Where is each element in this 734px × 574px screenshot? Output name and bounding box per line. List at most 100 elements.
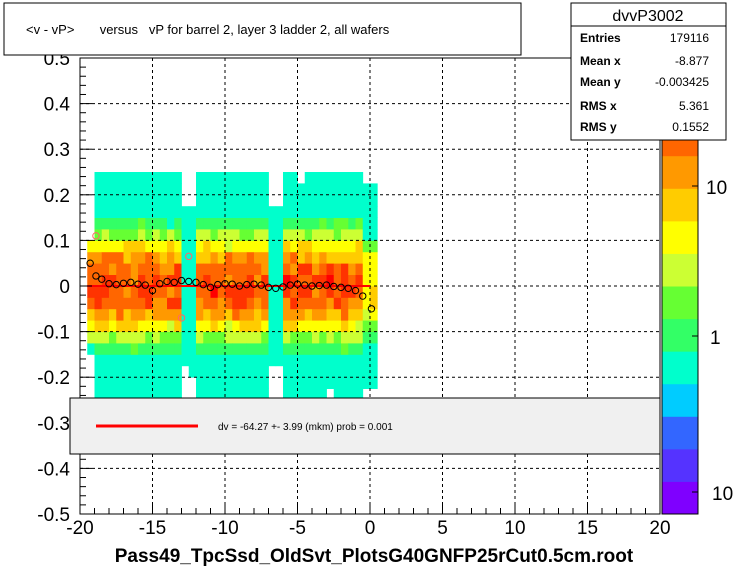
- heatmap-cell: [167, 194, 175, 207]
- heatmap-cell: [268, 263, 277, 275]
- heatmap-cell: [312, 365, 320, 378]
- heatmap-cell: [116, 251, 124, 264]
- profile-point: [301, 281, 309, 289]
- heatmap-cell: [326, 263, 335, 275]
- heatmap-cell: [355, 263, 364, 275]
- heatmap-cell: [138, 343, 146, 355]
- heatmap-cell: [297, 251, 306, 264]
- heatmap-cell: [196, 172, 204, 184]
- fit-legend-label: dv = -64.27 +- 3.99 (mkm) prob = 0.001: [218, 422, 393, 433]
- heatmap-cell: [87, 331, 95, 344]
- heatmap-cell: [116, 217, 124, 230]
- heatmap-cell: [261, 229, 269, 241]
- heatmap-cell: [333, 377, 342, 389]
- heatmap-cell: [362, 343, 371, 355]
- heatmap-cell: [167, 206, 175, 218]
- heatmap-cell: [116, 308, 124, 321]
- heatmap-cell: [370, 377, 378, 389]
- heatmap-cell: [297, 274, 306, 287]
- heatmap-cell: [210, 286, 219, 298]
- heatmap-cell: [109, 217, 117, 230]
- heatmap-cell: [123, 331, 132, 344]
- heatmap-cell: [101, 206, 110, 218]
- heatmap-cell: [174, 377, 182, 389]
- heatmap-cell: [232, 388, 240, 401]
- heatmap-cell: [232, 286, 240, 298]
- heatmap-cell: [290, 286, 298, 298]
- heatmap-cell: [138, 377, 146, 389]
- heatmap-cell: [94, 377, 103, 389]
- heatmap-cell: [319, 240, 327, 253]
- heatmap-cell: [341, 388, 349, 401]
- heatmap-cell: [109, 308, 117, 321]
- heatmap-cell: [341, 365, 349, 378]
- heatmap-cell: [225, 388, 233, 401]
- heatmap-cell: [109, 274, 117, 287]
- stats-label-mean-x: Mean x: [580, 54, 621, 68]
- heatmap-cell: [123, 274, 132, 287]
- heatmap-cell: [348, 217, 356, 230]
- heatmap-cell: [159, 331, 168, 344]
- heatmap-cell: [246, 320, 255, 332]
- heatmap-cell: [254, 388, 262, 401]
- heatmap-cell: [196, 377, 204, 389]
- palette-segment: [662, 318, 698, 352]
- heatmap-cell: [275, 263, 284, 275]
- heatmap-cell: [246, 229, 255, 241]
- heatmap-cell: [341, 320, 349, 332]
- heatmap-cell: [225, 286, 233, 298]
- heatmap-cell: [275, 354, 284, 367]
- heatmap-cell: [181, 206, 190, 218]
- heatmap-cell: [297, 365, 306, 378]
- heatmap-cell: [326, 343, 335, 355]
- heatmap-cell: [167, 251, 175, 264]
- heatmap-cell: [275, 240, 284, 253]
- x-tick-label: 10: [504, 518, 525, 539]
- heatmap-cell: [275, 331, 284, 344]
- heatmap-cell: [319, 229, 327, 241]
- heatmap-cell: [312, 217, 320, 230]
- heatmap-cell: [174, 365, 182, 378]
- heatmap-cell: [275, 229, 284, 241]
- heatmap-cell: [283, 354, 291, 367]
- heatmap-cell: [370, 217, 378, 230]
- heatmap-cell: [138, 183, 146, 196]
- heatmap-cell: [370, 229, 378, 241]
- heatmap-cell: [116, 206, 124, 218]
- heatmap-cell: [304, 251, 313, 264]
- heatmap-cell: [188, 308, 197, 321]
- heatmap-cell: [94, 365, 103, 378]
- heatmap-cell: [304, 297, 313, 310]
- heatmap-cell: [254, 172, 262, 184]
- heatmap-cell: [326, 240, 335, 253]
- heatmap-cell: [145, 263, 153, 275]
- heatmap-cell: [138, 365, 146, 378]
- heatmap-cell: [254, 274, 262, 287]
- heatmap-cell: [341, 172, 349, 184]
- heatmap-cell: [232, 251, 240, 264]
- heatmap-cell: [145, 354, 153, 367]
- heatmap-cell: [312, 229, 320, 241]
- heatmap-cell: [130, 251, 139, 264]
- heatmap-cell: [210, 320, 219, 332]
- profile-point: [235, 282, 244, 290]
- heatmap-cell: [312, 343, 320, 355]
- heatmap-cell: [203, 240, 211, 253]
- heatmap-cell: [94, 240, 103, 253]
- heatmap-cell: [362, 229, 371, 241]
- heatmap-cell: [370, 263, 378, 275]
- heatmap-cell: [196, 217, 204, 230]
- heatmap-cell: [239, 354, 248, 367]
- heatmap-cell: [123, 251, 132, 264]
- heatmap-cell: [94, 229, 103, 241]
- heatmap-cell: [188, 320, 197, 332]
- heatmap-cell: [304, 229, 313, 241]
- heatmap-cell: [152, 183, 161, 196]
- heatmap-cell: [101, 183, 110, 196]
- heatmap-cell: [217, 365, 226, 378]
- heatmap-cell: [348, 263, 356, 275]
- heatmap-cell: [297, 194, 306, 207]
- heatmap-cell: [217, 263, 226, 275]
- heatmap-cell: [370, 206, 378, 218]
- heatmap-cell: [87, 240, 95, 253]
